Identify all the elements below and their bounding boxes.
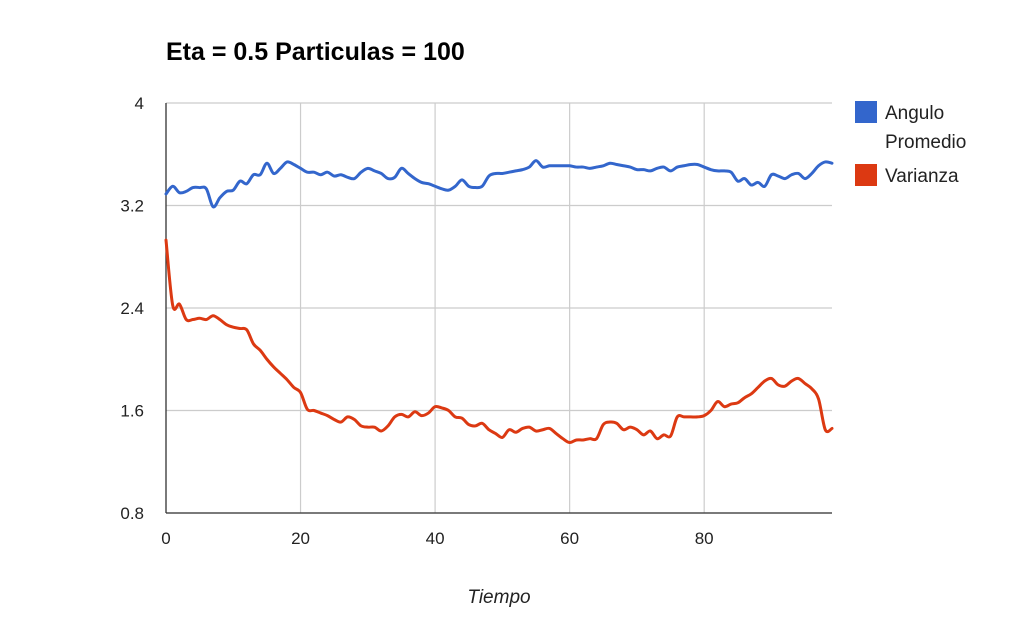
chart-title: Eta = 0.5 Particulas = 100 <box>166 38 465 66</box>
axes <box>165 103 832 514</box>
series-line-varianza <box>164 238 834 445</box>
x-tick-label: 20 <box>291 529 310 548</box>
y-tick-label: 2.4 <box>120 299 144 318</box>
y-tick-label: 1.6 <box>120 402 144 421</box>
series-line-angulo-promedio <box>164 159 834 209</box>
series-lines <box>164 159 834 445</box>
x-tick-label: 80 <box>695 529 714 548</box>
y-tick-label: 4 <box>135 94 144 113</box>
y-axis-tick-labels: 0.8 1.6 2.4 3.2 4 <box>120 94 144 523</box>
x-tick-label: 0 <box>161 529 170 548</box>
x-tick-label: 60 <box>560 529 579 548</box>
legend: Angulo Promedio Varianza <box>855 101 966 187</box>
legend-swatch-angulo-promedio <box>855 101 877 123</box>
x-axis-label: Tiempo <box>467 587 530 608</box>
legend-label-varianza: Varianza <box>885 166 959 187</box>
legend-swatch-varianza <box>855 164 877 186</box>
y-tick-label: 3.2 <box>120 197 144 216</box>
y-tick-label: 0.8 <box>120 504 144 523</box>
x-axis-tick-labels: 0 20 40 60 80 <box>161 529 713 548</box>
x-tick-label: 40 <box>426 529 445 548</box>
legend-label-angulo-promedio: Angulo Promedio <box>885 103 966 153</box>
